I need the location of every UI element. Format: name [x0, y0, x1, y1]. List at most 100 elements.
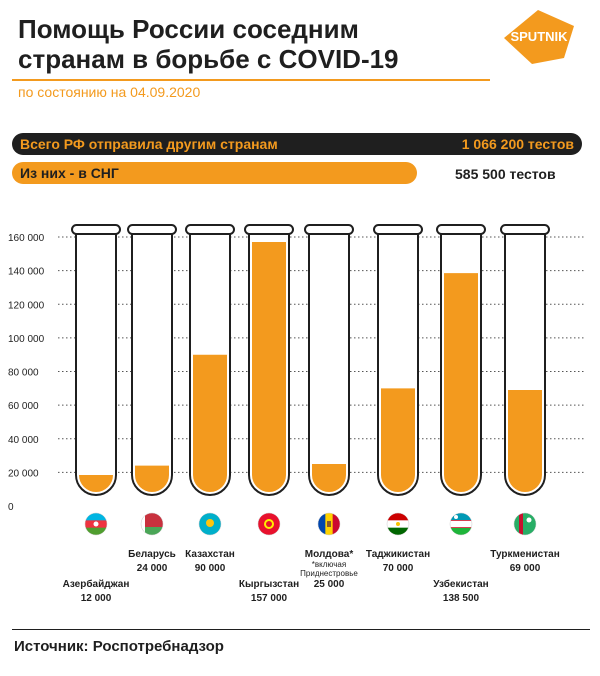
flag-stripe: [85, 527, 107, 535]
y-tick-label: 40 000: [8, 435, 39, 446]
bar: [444, 273, 478, 492]
value-label: 12 000: [81, 593, 112, 604]
date-line: по состоянию на 04.09.2020: [18, 84, 201, 100]
bar: [193, 354, 227, 492]
flag-carpet: [519, 513, 523, 535]
y-tick-label: 140 000: [8, 267, 45, 278]
flag-body: [450, 513, 472, 535]
category-label: Узбекистан: [433, 578, 488, 590]
flag-line: [450, 527, 472, 528]
y-tick-label: 80 000: [8, 368, 39, 379]
flag-border: [140, 512, 164, 536]
flag-moon: [454, 515, 458, 519]
bar: [508, 389, 542, 492]
flag-uzbekistan-icon: [449, 512, 473, 536]
flag-border: [513, 512, 537, 536]
source-note: Источник: Роспотребнадзор: [14, 638, 224, 655]
flag-body: [318, 513, 340, 535]
value-label: 90 000: [195, 563, 226, 574]
title-line-1: Помощь России соседним: [18, 14, 359, 44]
flag-border: [449, 512, 473, 536]
flag-tajikistan-icon: [386, 512, 410, 536]
test-tube-rim: [185, 224, 235, 235]
bar: [79, 475, 113, 492]
flag-sun: [206, 519, 214, 527]
test-tube-rim: [244, 224, 294, 235]
flag-stripe: [387, 513, 409, 521]
test-tube-rim: [436, 224, 486, 235]
category-label: Туркменистан: [490, 549, 559, 560]
flag-moldova-icon: [317, 512, 341, 536]
logo-bubble: [504, 10, 574, 64]
bar: [312, 463, 346, 492]
flag-ornament: [141, 513, 145, 535]
test-tube-rim: [500, 224, 550, 235]
test-tube: [308, 232, 350, 496]
y-tick-label: 60 000: [8, 401, 39, 412]
logo-text: SPUTNIK: [510, 29, 568, 44]
footnote-label: Приднестровье: [300, 569, 358, 578]
y-tick-label: 0: [8, 502, 14, 513]
cis-tests-value: 585 500 тестов: [455, 166, 556, 182]
flag-emblem: [327, 521, 331, 527]
bar: [135, 465, 169, 492]
flag-stripe: [387, 527, 409, 535]
bar: [381, 388, 415, 492]
test-tube: [75, 232, 117, 496]
total-tests-value: 1 066 200 тестов: [461, 136, 574, 152]
category-label: Таджикистан: [366, 549, 430, 560]
flag-body: [258, 513, 280, 535]
test-tube-rim: [373, 224, 423, 235]
bar: [252, 242, 286, 492]
y-tick-label: 160 000: [8, 233, 45, 244]
category-label: Кыргызстан: [239, 579, 299, 590]
flag-stripe: [450, 527, 472, 535]
category-label: Азербайджан: [63, 578, 130, 590]
flag-body: [514, 513, 536, 535]
flag-stripe: [141, 527, 163, 535]
value-label: 138 500: [443, 593, 480, 604]
flag-stripe: [332, 513, 340, 535]
flag-border: [317, 512, 341, 536]
y-tick-label: 100 000: [8, 334, 45, 345]
category-label: Молдова*: [305, 549, 354, 560]
flag-body: [85, 513, 107, 535]
flag-emblem: [93, 521, 99, 527]
category-label: Казахстан: [185, 549, 235, 560]
footer-divider: [12, 629, 590, 630]
flag-belarus-icon: [140, 512, 164, 536]
footnote-label: *включая: [312, 560, 346, 569]
flag-border: [257, 512, 281, 536]
flag-moon: [526, 517, 532, 523]
y-tick-label: 120 000: [8, 300, 45, 311]
flag-body: [141, 513, 163, 535]
flag-kazakhstan-icon: [198, 512, 222, 536]
flag-stripe: [318, 513, 326, 535]
value-label: 157 000: [251, 593, 288, 604]
title-line-2: странам в борьбе с COVID-19: [18, 44, 399, 74]
flag-body: [387, 513, 409, 535]
flag-line: [450, 520, 472, 521]
flag-azerbaijan-icon: [84, 512, 108, 536]
value-label: 69 000: [510, 563, 541, 574]
test-tube: [131, 232, 173, 496]
flag-stripe: [450, 520, 472, 529]
flag-crown: [396, 522, 400, 526]
value-label: 25 000: [314, 579, 345, 590]
flag-sun-core: [266, 521, 272, 527]
flag-stripe: [450, 513, 472, 521]
flag-body: [199, 513, 221, 535]
flag-border: [386, 512, 410, 536]
flag-turkmenistan-icon: [513, 512, 537, 536]
flag-border: [84, 512, 108, 536]
flag-stripe: [141, 513, 163, 527]
y-tick-label: 20 000: [8, 468, 39, 479]
page-title: Помощь России соседним странам в борьбе …: [18, 14, 458, 74]
category-label: Беларусь: [128, 549, 176, 560]
flag-kyrgyzstan-icon: [257, 512, 281, 536]
total-tests-bar: Всего РФ отправила другим странам 1 066 …: [12, 133, 582, 155]
flag-border: [198, 512, 222, 536]
cis-tests-bar: Из них - в СНГ: [12, 162, 417, 184]
flag-stripe: [85, 513, 107, 521]
